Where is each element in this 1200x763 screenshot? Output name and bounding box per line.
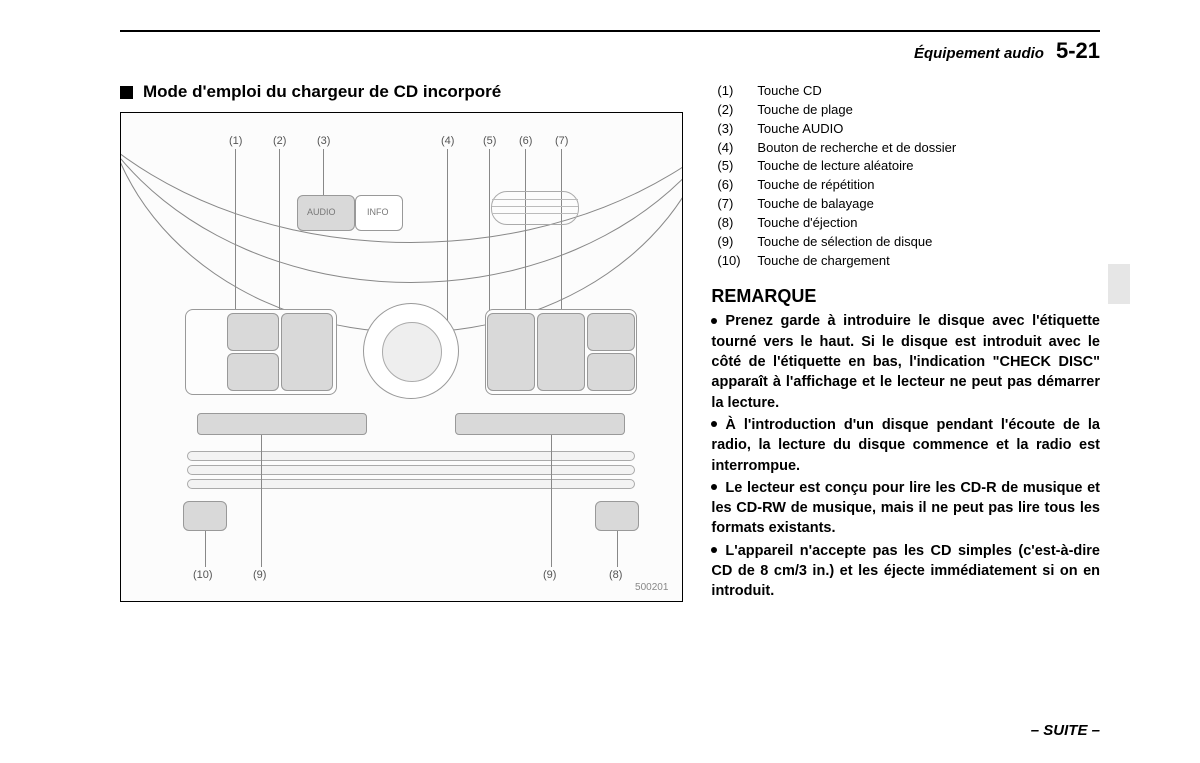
legend-item: (5)Touche de lecture aléatoire — [717, 157, 1100, 176]
panel-button — [537, 313, 585, 391]
legend-list: (1)Touche CD (2)Touche de plage (3)Touch… — [717, 82, 1100, 270]
legend-item: (3)Touche AUDIO — [717, 120, 1100, 139]
legend-item: (10)Touche de chargement — [717, 252, 1100, 271]
leader-line — [561, 149, 562, 319]
square-bullet-icon — [120, 86, 133, 99]
bullet-dot-icon — [711, 421, 717, 427]
thumb-index-tab — [1108, 264, 1130, 304]
load-button — [183, 501, 227, 531]
leader-line — [551, 435, 552, 567]
audio-button-label: AUDIO — [307, 207, 336, 217]
leader-line — [447, 149, 448, 329]
main-control-cluster — [185, 309, 637, 417]
legend-item: (2)Touche de plage — [717, 101, 1100, 120]
volume-knob — [363, 303, 459, 399]
legend-item: (4)Bouton de recherche et de dossier — [717, 139, 1100, 158]
callout-6: (6) — [519, 135, 532, 147]
callout-2: (2) — [273, 135, 286, 147]
cd-changer-diagram: (1) (2) (3) (4) (5) (6) (7) AUDIO I — [120, 112, 683, 602]
disc-select-bar — [455, 413, 625, 435]
panel-button — [227, 313, 279, 351]
leader-line — [489, 149, 490, 319]
header-section: Équipement audio — [914, 45, 1044, 62]
note-item: À l'introduction d'un disque pendant l'é… — [711, 415, 1100, 476]
section-title: Mode d'emploi du chargeur de CD incorpor… — [143, 82, 501, 102]
legend-item: (8)Touche d'éjection — [717, 214, 1100, 233]
panel-button — [487, 313, 535, 391]
cd-slot — [187, 479, 635, 489]
leader-line — [525, 149, 526, 319]
callout-5: (5) — [483, 135, 496, 147]
header-page-number: 5-21 — [1056, 38, 1100, 64]
legend-item: (1)Touche CD — [717, 82, 1100, 101]
bullet-dot-icon — [711, 318, 717, 324]
section-heading-row: Mode d'emploi du chargeur de CD incorpor… — [120, 82, 683, 102]
bullet-dot-icon — [711, 484, 717, 490]
leader-line — [261, 435, 262, 567]
note-item: L'appareil n'accepte pas les CD simples … — [711, 541, 1100, 602]
note-item: Prenez garde à introduire le disque avec… — [711, 311, 1100, 412]
cd-slot — [187, 465, 635, 475]
bullet-dot-icon — [711, 547, 717, 553]
callout-4: (4) — [441, 135, 454, 147]
callout-9r: (9) — [543, 569, 556, 581]
callout-3: (3) — [317, 135, 330, 147]
callout-9l: (9) — [253, 569, 266, 581]
callout-7: (7) — [555, 135, 568, 147]
leader-line — [235, 149, 236, 319]
eject-button — [595, 501, 639, 531]
panel-button — [281, 313, 333, 391]
leader-line — [617, 531, 618, 567]
info-button-label: INFO — [367, 207, 389, 217]
panel-button — [587, 353, 635, 391]
cd-slot — [187, 451, 635, 461]
panel-button — [587, 313, 635, 351]
page-header: Équipement audio 5-21 — [120, 30, 1100, 64]
leader-line — [279, 149, 280, 319]
legend-item: (7)Touche de balayage — [717, 195, 1100, 214]
remarque-heading: REMARQUE — [711, 286, 1100, 307]
panel-button — [227, 353, 279, 391]
legend-item: (9)Touche de sélection de disque — [717, 233, 1100, 252]
note-block: Prenez garde à introduire le disque avec… — [711, 311, 1100, 601]
callout-8: (8) — [609, 569, 622, 581]
callout-10: (10) — [193, 569, 213, 581]
callout-1: (1) — [229, 135, 242, 147]
note-item: Le lecteur est conçu pour lire les CD-R … — [711, 478, 1100, 539]
vent — [491, 191, 579, 225]
leader-line — [205, 531, 206, 567]
disc-select-bar — [197, 413, 367, 435]
continued-label: – SUITE – — [1031, 722, 1100, 739]
leader-line — [323, 149, 324, 197]
legend-item: (6)Touche de répétition — [717, 176, 1100, 195]
diagram-ref: 500201 — [635, 582, 668, 593]
